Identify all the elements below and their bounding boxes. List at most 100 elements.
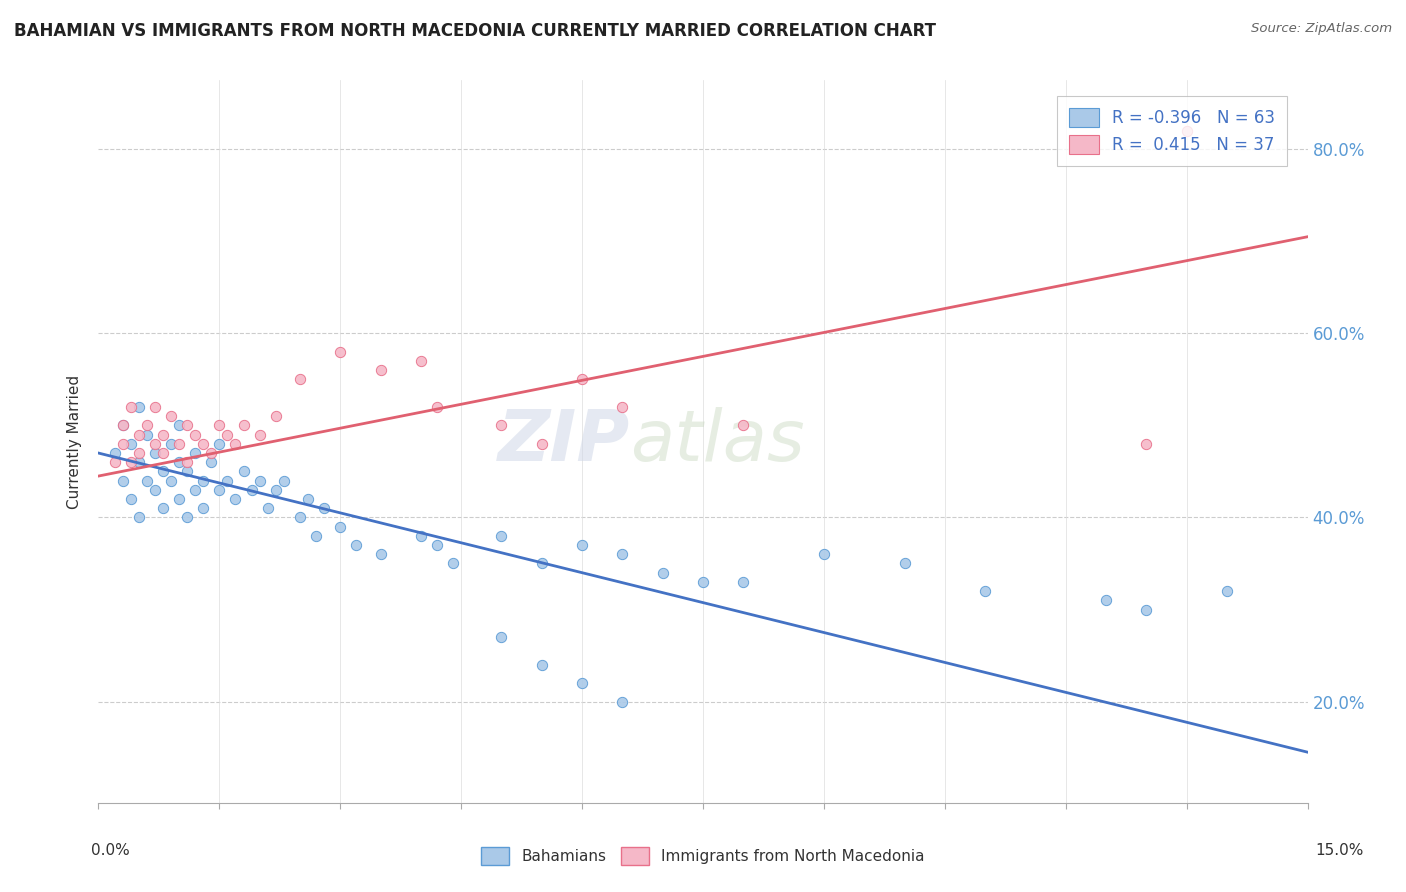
Point — [314, 501, 336, 516]
Point — [571, 372, 593, 386]
Point — [288, 510, 311, 524]
Point — [370, 363, 392, 377]
Point — [184, 446, 207, 460]
Point — [249, 427, 271, 442]
Point — [288, 372, 311, 386]
Point — [143, 400, 166, 414]
Point — [571, 676, 593, 690]
Point — [152, 427, 174, 442]
Point — [111, 437, 134, 451]
Point — [208, 418, 231, 433]
Point — [264, 409, 287, 424]
Y-axis label: Currently Married: Currently Married — [67, 375, 83, 508]
Point — [160, 409, 183, 424]
Point — [184, 483, 207, 497]
Point — [733, 574, 755, 589]
Point — [491, 630, 513, 644]
Point — [441, 557, 464, 571]
Point — [692, 574, 714, 589]
Point — [612, 400, 634, 414]
Point — [893, 557, 915, 571]
Point — [240, 483, 263, 497]
Point — [612, 547, 634, 561]
Point — [176, 510, 198, 524]
Point — [1216, 584, 1239, 599]
Point — [273, 474, 295, 488]
Point — [224, 491, 246, 506]
Point — [612, 694, 634, 708]
Text: ZIP: ZIP — [498, 407, 630, 476]
Point — [128, 427, 150, 442]
Point — [1175, 124, 1198, 138]
Point — [651, 566, 673, 580]
Point — [530, 437, 553, 451]
Point — [193, 437, 215, 451]
Point — [217, 427, 239, 442]
Point — [297, 491, 319, 506]
Point — [160, 474, 183, 488]
Point — [1135, 602, 1157, 616]
Point — [1135, 437, 1157, 451]
Point — [184, 427, 207, 442]
Point — [128, 510, 150, 524]
Point — [167, 455, 190, 469]
Point — [176, 455, 198, 469]
Point — [167, 491, 190, 506]
Point — [208, 483, 231, 497]
Point — [344, 538, 367, 552]
Point — [1095, 593, 1118, 607]
Point — [143, 446, 166, 460]
Point — [208, 437, 231, 451]
Point — [224, 437, 246, 451]
Point — [232, 465, 254, 479]
Legend: R = -0.396   N = 63, R =  0.415   N = 37: R = -0.396 N = 63, R = 0.415 N = 37 — [1057, 95, 1286, 166]
Point — [120, 437, 142, 451]
Point — [974, 584, 997, 599]
Point — [409, 354, 432, 368]
Point — [530, 657, 553, 672]
Point — [370, 547, 392, 561]
Point — [329, 344, 352, 359]
Point — [152, 501, 174, 516]
Point — [167, 418, 190, 433]
Point — [143, 437, 166, 451]
Point — [128, 446, 150, 460]
Legend: Bahamians, Immigrants from North Macedonia: Bahamians, Immigrants from North Macedon… — [475, 841, 931, 871]
Point — [530, 557, 553, 571]
Point — [103, 446, 125, 460]
Point — [128, 455, 150, 469]
Point — [264, 483, 287, 497]
Point — [152, 465, 174, 479]
Point — [135, 474, 157, 488]
Point — [111, 418, 134, 433]
Point — [217, 474, 239, 488]
Point — [111, 474, 134, 488]
Point — [200, 446, 222, 460]
Text: BAHAMIAN VS IMMIGRANTS FROM NORTH MACEDONIA CURRENTLY MARRIED CORRELATION CHART: BAHAMIAN VS IMMIGRANTS FROM NORTH MACEDO… — [14, 22, 936, 40]
Point — [160, 437, 183, 451]
Point — [733, 418, 755, 433]
Text: atlas: atlas — [630, 407, 806, 476]
Point — [232, 418, 254, 433]
Point — [128, 400, 150, 414]
Point — [167, 437, 190, 451]
Point — [193, 501, 215, 516]
Text: 0.0%: 0.0% — [91, 843, 131, 858]
Point — [176, 418, 198, 433]
Point — [120, 400, 142, 414]
Point — [813, 547, 835, 561]
Point — [491, 529, 513, 543]
Point — [426, 538, 449, 552]
Point — [491, 418, 513, 433]
Point — [409, 529, 432, 543]
Point — [176, 465, 198, 479]
Point — [426, 400, 449, 414]
Text: Source: ZipAtlas.com: Source: ZipAtlas.com — [1251, 22, 1392, 36]
Point — [143, 483, 166, 497]
Point — [152, 446, 174, 460]
Point — [120, 455, 142, 469]
Point — [329, 519, 352, 533]
Point — [571, 538, 593, 552]
Point — [200, 455, 222, 469]
Point — [193, 474, 215, 488]
